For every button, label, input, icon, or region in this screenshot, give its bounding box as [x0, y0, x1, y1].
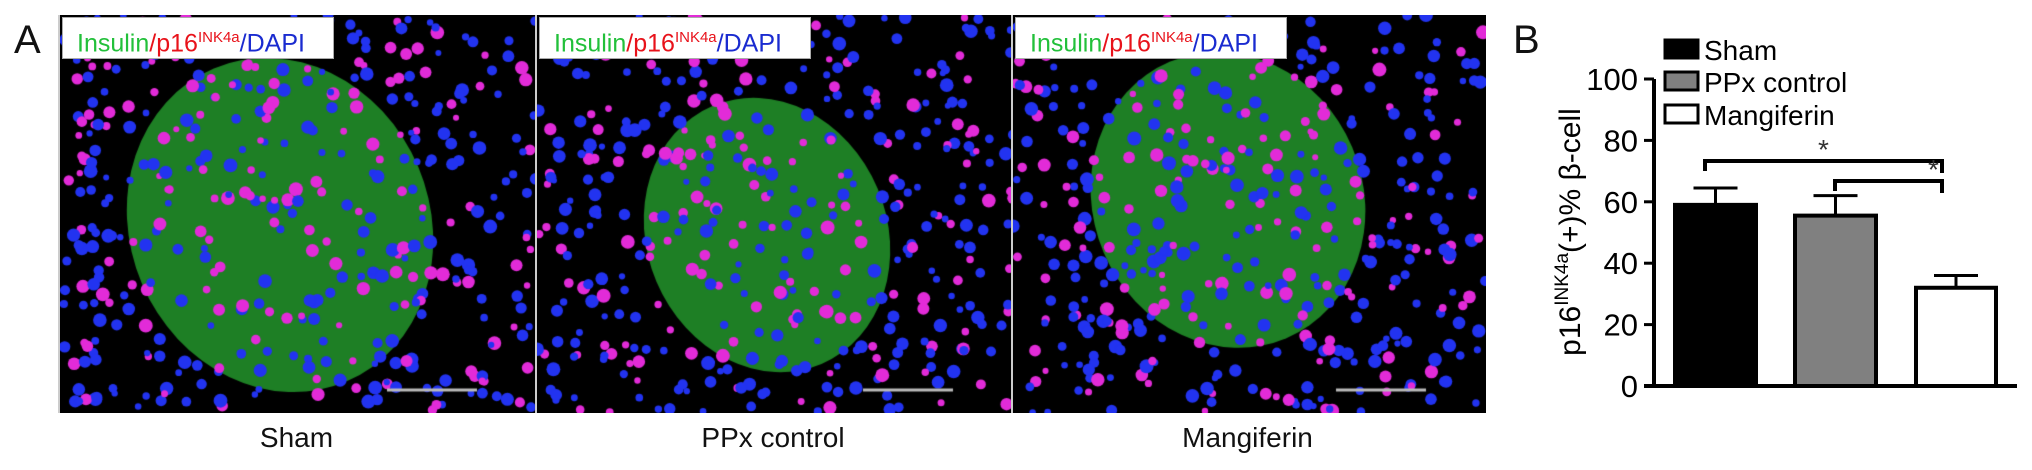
micrograph-image: [60, 15, 537, 413]
stain-sep: /: [1192, 29, 1200, 58]
stain-insulin: Insulin: [77, 29, 150, 58]
y-axis-label-part: (+)% β-cell: [1554, 108, 1587, 253]
legend-label: PPx control: [1704, 67, 1847, 98]
y-axis-label: p16INK4a(+)% β-cell: [1552, 108, 1587, 356]
stain-legend: Insulin/p16INK4a/DAPI: [1015, 17, 1287, 59]
stain-insulin: Insulin: [554, 29, 627, 58]
stain-sep: /: [149, 29, 157, 58]
bar-mangiferin: [1914, 285, 1998, 389]
bar-ppx-control: [1793, 213, 1878, 388]
micrograph-3: Insulin/p16INK4a/DAPI: [1011, 15, 1486, 413]
significance-bracket: [1833, 179, 1944, 193]
stain-sep: /: [716, 29, 724, 58]
micrograph-caption: PPx control: [701, 422, 845, 453]
legend-swatch: [1663, 70, 1700, 92]
micrograph-image: [537, 15, 1013, 413]
y-tick-label: 60: [1604, 185, 1638, 220]
micrograph-2: Insulin/p16INK4a/DAPI: [535, 15, 1013, 413]
significance-mark: *: [1928, 154, 1939, 185]
y-tick-label: 20: [1604, 308, 1638, 343]
stain-legend: Insulin/p16INK4a/DAPI: [62, 17, 334, 59]
y-tick-label: 0: [1621, 369, 1638, 404]
stain-dapi: DAPI: [723, 29, 782, 58]
significance-mark: *: [1818, 134, 1829, 165]
stain-p16-sup: INK4a: [674, 29, 717, 46]
y-tick-label: 100: [1586, 62, 1638, 97]
micrograph-image: [1013, 15, 1486, 413]
stain-dapi: DAPI: [246, 29, 305, 58]
micrograph-1: Insulin/p16INK4a/DAPI: [58, 15, 537, 413]
stain-dapi: DAPI: [1199, 29, 1258, 58]
panel-b-label: B: [1513, 18, 1540, 62]
legend-swatch: [1663, 103, 1700, 125]
micrograph-caption: Mangiferin: [1182, 422, 1313, 453]
panel-a-label: A: [14, 18, 41, 62]
legend-label: Sham: [1704, 35, 1777, 66]
y-axis-label-part: INK4a: [1552, 253, 1573, 306]
legend-swatch: [1663, 38, 1700, 60]
micrograph-caption: Sham: [259, 422, 334, 453]
stain-p16-sup: INK4a: [1150, 29, 1193, 46]
stain-sep: /: [626, 29, 634, 58]
stain-p16: p16: [156, 29, 198, 58]
y-tick-label: 80: [1604, 123, 1638, 158]
legend-label: Mangiferin: [1704, 100, 1835, 131]
stain-sep: /: [1102, 29, 1110, 58]
stain-legend: Insulin/p16INK4a/DAPI: [539, 17, 811, 59]
stain-p16: p16: [633, 29, 675, 58]
y-tick-label: 40: [1604, 246, 1638, 281]
stain-p16-sup: INK4a: [197, 29, 240, 46]
stain-p16: p16: [1109, 29, 1151, 58]
bar-sham: [1673, 202, 1758, 388]
significance-bracket: [1703, 159, 1944, 173]
y-axis-label-part: p16: [1554, 306, 1587, 356]
stain-insulin: Insulin: [1030, 29, 1103, 58]
stain-sep: /: [239, 29, 247, 58]
